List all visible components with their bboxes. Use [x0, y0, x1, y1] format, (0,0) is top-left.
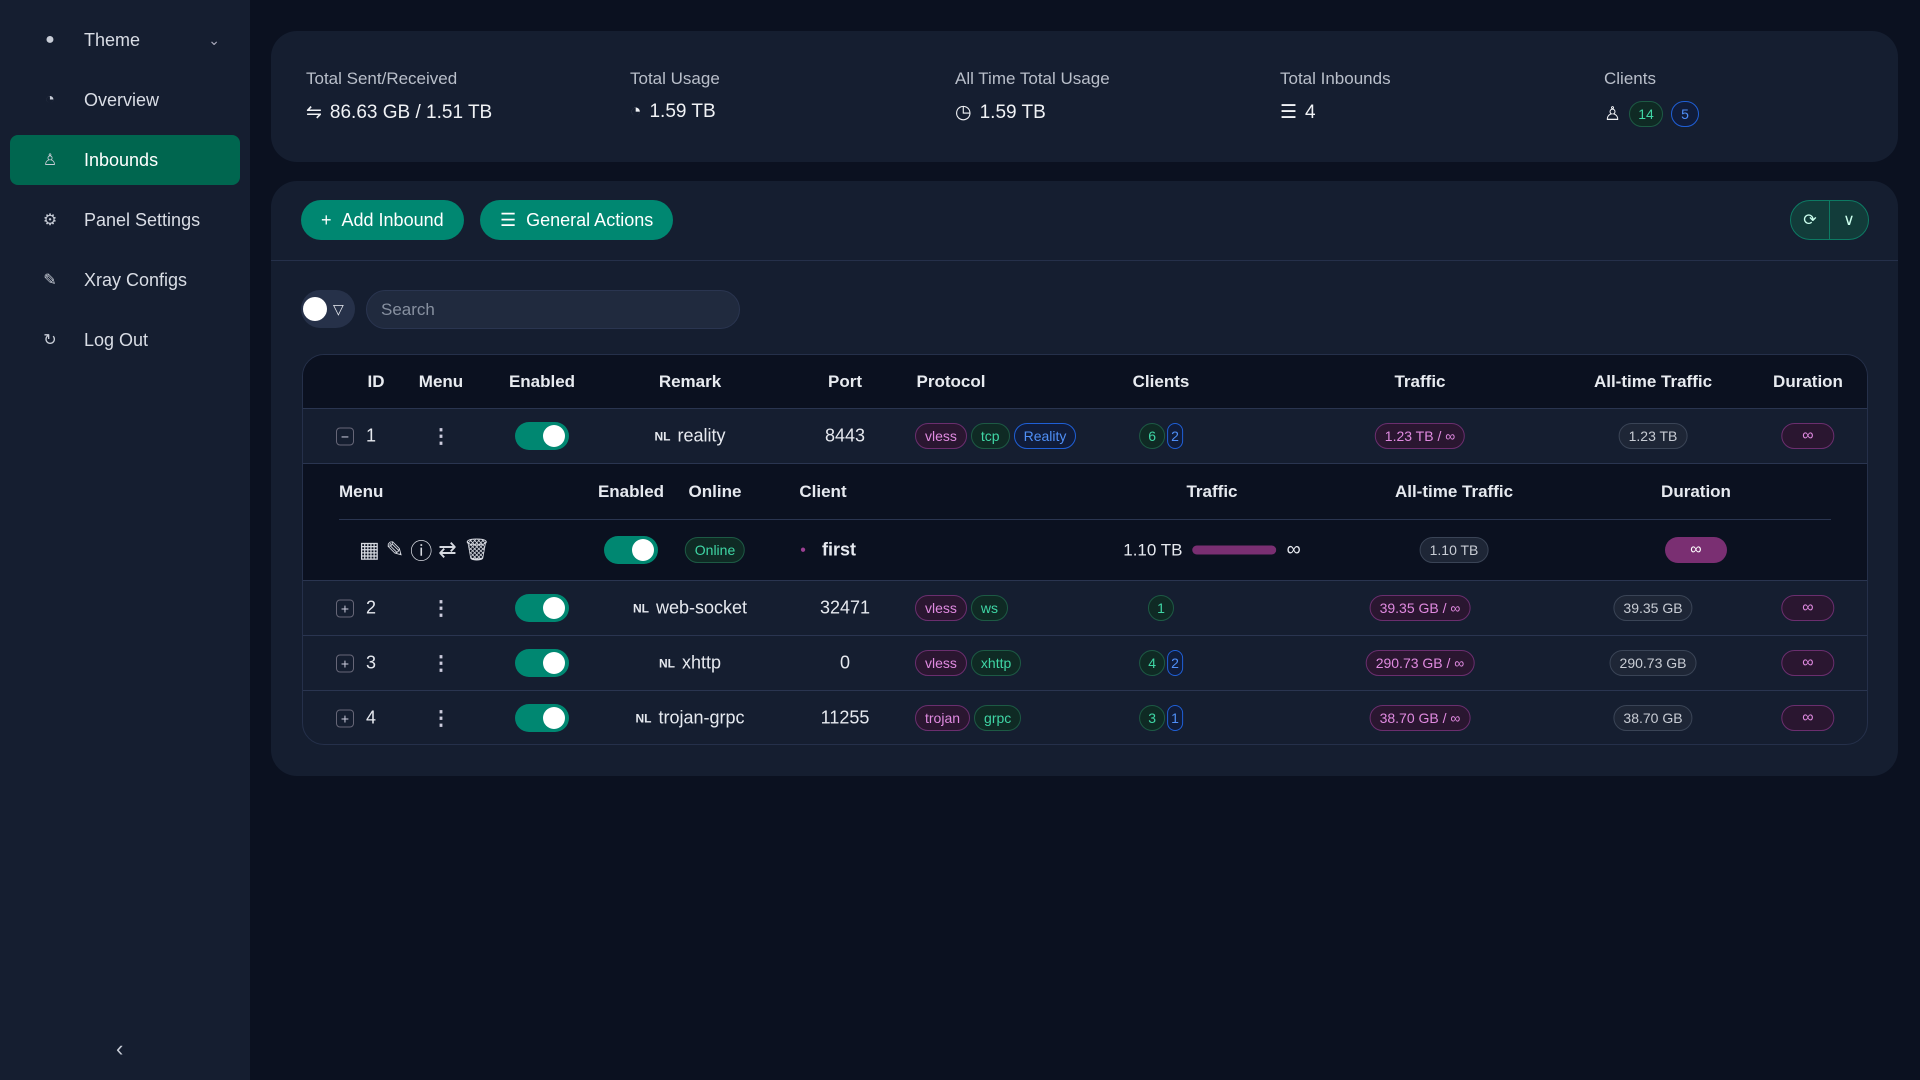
clients-badge: 6: [1139, 423, 1166, 449]
alltime-traffic-badge: 39.35 GB: [1613, 595, 1693, 621]
sidebar-item-theme[interactable]: ● Theme ⌄: [10, 15, 240, 65]
clients-badge: 1: [1148, 595, 1174, 621]
sidebar-item-overview[interactable]: ◔ Overview: [10, 75, 240, 125]
expand-row-icon[interactable]: +: [336, 599, 354, 617]
protocol-badge: vless: [915, 423, 967, 449]
protocol-badge: trojan: [915, 705, 971, 731]
online-status-badge: Online: [684, 537, 746, 563]
enabled-toggle[interactable]: [515, 704, 569, 732]
enabled-toggle[interactable]: [515, 594, 569, 622]
traffic-badge: 290.73 GB / ∞: [1365, 650, 1475, 676]
general-actions-button[interactable]: ☰ General Actions: [480, 200, 674, 240]
traffic-badge: 1.23 TB / ∞: [1374, 423, 1466, 449]
duration-badge: ∞: [1781, 650, 1835, 676]
sidebar-item-xray-configs[interactable]: ✎ Xray Configs: [10, 255, 240, 305]
edit-icon[interactable]: ✎: [385, 537, 405, 562]
enabled-toggle[interactable]: [515, 422, 569, 450]
expand-row-icon[interactable]: +: [336, 654, 354, 672]
status-dot-icon: ●: [800, 544, 807, 556]
clients-total-badge: 14: [1629, 101, 1664, 127]
pie-chart-icon: ◔: [630, 101, 642, 122]
duration-badge: ∞: [1781, 423, 1835, 449]
protocol-badge: vless: [915, 595, 967, 621]
duration-badge: ∞: [1781, 595, 1835, 621]
expand-row-icon[interactable]: +: [336, 709, 354, 727]
table-row: +2 ⋮ NL web-socket 32471 vless ws 1 39.35 …: [303, 581, 1867, 636]
online-clients-badge: 2: [1167, 650, 1183, 676]
client-duration-badge: ∞: [1665, 537, 1727, 563]
add-inbound-button[interactable]: + Add Inbound: [301, 200, 464, 240]
delete-icon[interactable]: 🗑: [462, 537, 491, 562]
protocol-badge: vless: [915, 650, 967, 676]
sidebar-item-panel-settings[interactable]: ⚙ Panel Settings: [10, 195, 240, 245]
client-alltime-badge: 1.10 TB: [1419, 537, 1489, 563]
usage-bar: [1192, 545, 1277, 555]
menu-icon: ☰: [500, 209, 517, 230]
plus-icon: +: [321, 209, 332, 230]
swap-icon: ⇋: [306, 102, 322, 123]
protocol-badge: ws: [970, 595, 1009, 621]
online-clients-badge: 2: [1167, 423, 1183, 449]
sidebar-item-inbounds[interactable]: ♙ Inbounds: [10, 135, 240, 185]
search-input[interactable]: [366, 290, 740, 329]
collapse-sidebar-button[interactable]: ‹: [116, 1036, 124, 1061]
traffic-badge: 38.70 GB / ∞: [1369, 705, 1471, 731]
table-header: ID Menu Enabled Remark Port Protocol Cli…: [303, 355, 1867, 409]
refresh-icon[interactable]: ⟳: [1791, 201, 1830, 239]
inbounds-table: ID Menu Enabled Remark Port Protocol Cli…: [302, 354, 1868, 745]
divider: [271, 260, 1898, 261]
refresh-group: ⟳ ∨: [1790, 200, 1869, 240]
bulb-icon: ●: [45, 31, 55, 48]
reset-traffic-icon[interactable]: ⇄: [438, 537, 457, 562]
chevron-down-icon: ⌄: [208, 31, 220, 48]
filter-icon: ▽: [333, 300, 344, 317]
alltime-traffic-badge: 38.70 GB: [1613, 705, 1693, 731]
enabled-toggle[interactable]: [515, 649, 569, 677]
inbounds-card: +Add Inbound ☰General Actions ⟳∨ ▽ ID Me…: [271, 181, 1898, 776]
dashboard-icon: ◔: [45, 91, 55, 108]
clients-badge: 4: [1139, 650, 1166, 676]
client-subtable: Menu Enabled Online Client Traffic All-t…: [303, 464, 1867, 581]
subtable-header: Menu Enabled Online Client Traffic All-t…: [339, 464, 1831, 520]
user-icon: ♙: [42, 152, 58, 169]
gear-icon: ⚙: [42, 212, 58, 229]
sidebar-item-log-out[interactable]: ↻ Log Out: [10, 315, 240, 365]
protocol-badge: tcp: [970, 423, 1010, 449]
chevron-down-icon[interactable]: ∨: [1843, 212, 1855, 229]
protocol-badge: xhttp: [970, 650, 1022, 676]
row-menu-icon[interactable]: ⋮: [431, 425, 451, 448]
client-row: ▦ ✎ ⓘ ⇄ 🗑 Online ● first 1.10 TB ∞ 1.10 TB ∞: [339, 520, 1831, 580]
row-menu-icon[interactable]: ⋮: [431, 707, 451, 730]
row-menu-icon[interactable]: ⋮: [431, 597, 451, 620]
stats-card: Total Sent/Received ⇋ 86.63 GB / 1.51 TB T…: [271, 31, 1898, 162]
history-icon: ◷: [955, 102, 972, 123]
list-icon: ☰: [1280, 102, 1298, 123]
qrcode-icon[interactable]: ▦: [359, 537, 380, 562]
logout-icon: ↻: [43, 332, 57, 349]
team-icon: ♙: [1604, 103, 1622, 125]
clients-badge: 3: [1139, 705, 1166, 731]
collapse-row-icon[interactable]: −: [336, 427, 354, 445]
online-clients-badge: 1: [1167, 705, 1183, 731]
alltime-traffic-badge: 290.73 GB: [1609, 650, 1697, 676]
protocol-badge: Reality: [1013, 423, 1077, 449]
traffic-badge: 39.35 GB / ∞: [1369, 595, 1471, 621]
row-menu-icon[interactable]: ⋮: [431, 652, 451, 675]
sidebar: ● Theme ⌄ ◔ Overview ♙ Inbounds ⚙ Panel Setti…: [0, 0, 250, 1080]
duration-badge: ∞: [1781, 705, 1835, 731]
filter-toggle[interactable]: ▽: [301, 290, 355, 328]
alltime-traffic-badge: 1.23 TB: [1618, 423, 1688, 449]
client-enabled-toggle[interactable]: [604, 536, 658, 564]
clients-online-badge: 5: [1671, 101, 1700, 127]
info-icon[interactable]: ⓘ: [410, 539, 433, 564]
tool-icon: ✎: [43, 272, 57, 289]
protocol-badge: grpc: [974, 705, 1022, 731]
